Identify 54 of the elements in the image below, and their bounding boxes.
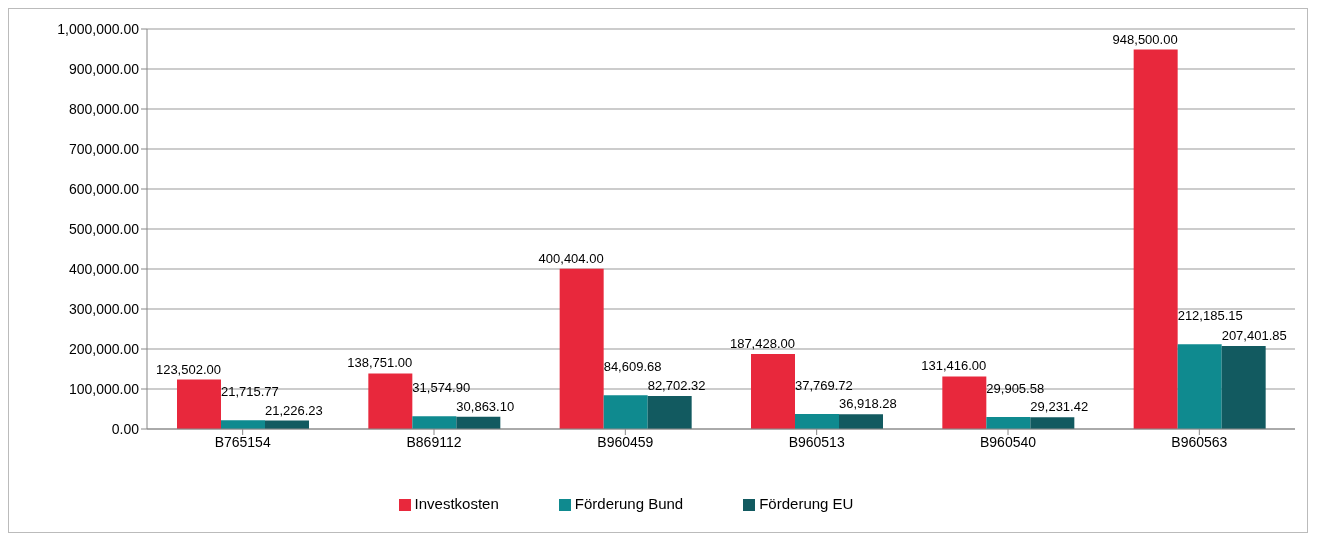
bar bbox=[751, 354, 795, 429]
x-tick-label: B765154 bbox=[214, 433, 271, 450]
y-tick-label: 900,000.00 bbox=[68, 60, 140, 77]
x-tick-label: B960540 bbox=[979, 433, 1037, 450]
legend-label: Förderung Bund bbox=[574, 495, 684, 512]
bar bbox=[221, 420, 265, 429]
bar bbox=[177, 379, 221, 429]
data-label: 212,185.15 bbox=[1177, 308, 1243, 324]
bar bbox=[1221, 346, 1266, 429]
data-label: 187,428.00 bbox=[729, 336, 795, 352]
legend-label: Investkosten bbox=[414, 495, 499, 512]
data-label: 138,751.00 bbox=[347, 355, 413, 371]
data-label: 400,404.00 bbox=[538, 250, 604, 266]
bar bbox=[559, 268, 604, 429]
y-tick-label: 0.00 bbox=[111, 420, 140, 437]
bar bbox=[942, 376, 987, 429]
bar bbox=[839, 414, 883, 429]
bar bbox=[368, 373, 413, 429]
data-label: 123,502.00 bbox=[155, 361, 221, 377]
y-tick-label: 400,000.00 bbox=[68, 260, 140, 277]
y-tick-label: 800,000.00 bbox=[68, 100, 140, 117]
bar bbox=[986, 417, 1031, 429]
data-label: 84,609.68 bbox=[603, 359, 662, 375]
data-label: 207,401.85 bbox=[1221, 328, 1287, 344]
legend-label: Förderung EU bbox=[759, 495, 854, 512]
data-label: 30,863.10 bbox=[456, 398, 515, 414]
x-tick-label: B869112 bbox=[406, 433, 462, 450]
bar bbox=[647, 395, 692, 429]
data-label: 21,226.23 bbox=[265, 402, 323, 418]
y-tick-label: 500,000.00 bbox=[68, 220, 140, 237]
y-tick-label: 1,000,000.00 bbox=[57, 20, 140, 37]
y-tick-label: 600,000.00 bbox=[68, 180, 140, 197]
data-label: 36,918.28 bbox=[839, 396, 897, 412]
y-tick-label: 700,000.00 bbox=[68, 140, 140, 157]
bar bbox=[1133, 49, 1178, 429]
bar bbox=[1177, 344, 1222, 429]
data-label: 31,574.90 bbox=[412, 380, 471, 396]
data-label: 29,231.42 bbox=[1030, 399, 1089, 415]
data-label: 37,769.72 bbox=[795, 377, 853, 393]
x-tick-label: B960513 bbox=[788, 433, 845, 450]
bar bbox=[795, 413, 839, 429]
y-tick-label: 300,000.00 bbox=[68, 300, 140, 317]
data-label: 29,905.58 bbox=[986, 381, 1045, 397]
data-label: 82,702.32 bbox=[647, 377, 706, 393]
bar bbox=[412, 416, 457, 429]
data-label: 131,416.00 bbox=[921, 358, 987, 374]
bar bbox=[1030, 417, 1075, 429]
x-tick-label: B960563 bbox=[1171, 433, 1228, 450]
y-tick-label: 100,000.00 bbox=[68, 380, 140, 397]
x-tick-label: B960459 bbox=[597, 433, 654, 450]
data-label: 948,500.00 bbox=[1112, 31, 1178, 47]
bar bbox=[603, 395, 648, 429]
data-label: 21,715.77 bbox=[221, 384, 279, 400]
y-tick-label: 200,000.00 bbox=[68, 340, 140, 357]
